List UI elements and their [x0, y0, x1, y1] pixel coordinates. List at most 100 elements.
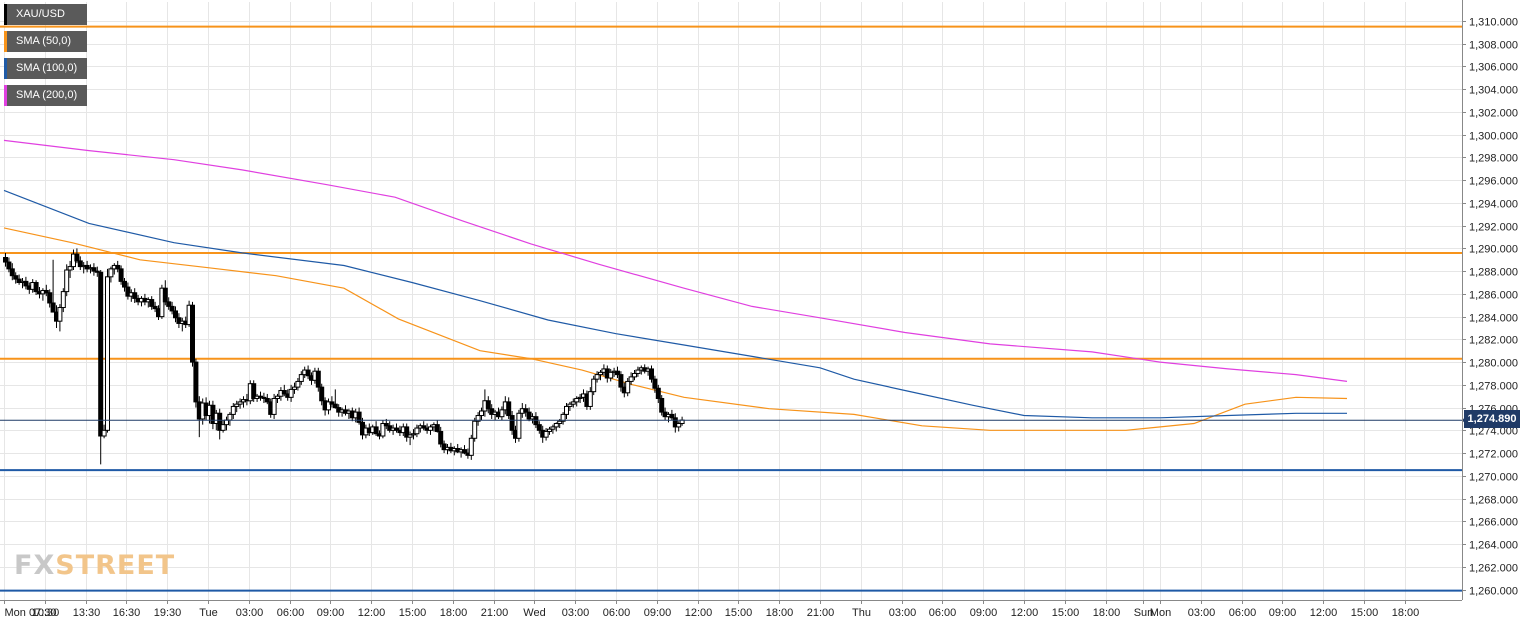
candle-up — [628, 376, 634, 382]
candle-up — [298, 374, 304, 382]
candle-down — [217, 412, 223, 431]
candle-up — [632, 372, 637, 378]
candle-down — [77, 260, 83, 268]
legend-item-sma-200[interactable]: SMA (200,0) — [4, 85, 88, 106]
candle-down — [659, 397, 665, 413]
candle-down — [672, 417, 678, 428]
legend-item-sma-50[interactable]: SMA (50,0) — [4, 31, 88, 52]
y-tick-label: 1,272.000 — [1469, 449, 1518, 461]
x-tick-label: 18:00 — [766, 607, 794, 619]
y-tick-label: 1,282.000 — [1469, 335, 1518, 347]
x-tick-label: 21:00 — [807, 607, 835, 619]
y-tick-label: 1,288.000 — [1469, 267, 1518, 279]
candle-down — [166, 301, 172, 307]
candle-up — [543, 430, 549, 438]
candle-up — [275, 395, 280, 399]
x-tick-label: 12:00 — [1011, 607, 1039, 619]
candle-down — [373, 426, 379, 435]
candle-up — [560, 413, 566, 422]
x-tick-label: 09:00 — [317, 607, 345, 619]
y-tick-label: 1,268.000 — [1469, 495, 1518, 507]
legend: XAU/USD SMA (50,0) SMA (100,0) SMA (200,… — [4, 4, 88, 106]
candle-down — [13, 275, 19, 280]
candle-up — [234, 403, 240, 407]
x-tick-label: Sun — [1134, 607, 1154, 619]
candle-down — [258, 395, 263, 398]
x-tick-label: 03:00 — [889, 607, 917, 619]
y-tick-label: 1,304.000 — [1469, 85, 1518, 97]
candle-up — [230, 405, 236, 415]
candle-down — [315, 370, 321, 388]
x-tick-label: 16:30 — [113, 607, 141, 619]
candle-down — [618, 374, 624, 388]
candle-up — [64, 269, 70, 293]
candle-down — [149, 299, 155, 307]
y-tick-label: 1,286.000 — [1469, 290, 1518, 302]
candle-down — [319, 386, 325, 402]
y-tick-label: 1,310.000 — [1469, 17, 1518, 29]
candle-up — [676, 422, 682, 428]
legend-item-sma-100[interactable]: SMA (100,0) — [4, 58, 88, 79]
candle-down — [404, 426, 410, 438]
candle-down — [434, 424, 440, 432]
candle-up — [292, 386, 297, 390]
candle-down — [509, 415, 515, 431]
legend-item-xauusd[interactable]: XAU/USD — [4, 4, 88, 25]
y-tick-label: 1,278.000 — [1469, 381, 1518, 393]
candle-down — [655, 387, 661, 399]
candle-down — [305, 369, 311, 377]
candle-up — [271, 397, 277, 415]
candle-up — [101, 429, 107, 437]
x-tick-label: 15:00 — [725, 607, 753, 619]
candle-down — [91, 267, 97, 272]
candle-up — [220, 424, 226, 431]
candle-down — [9, 268, 15, 277]
candle-up — [550, 426, 556, 430]
legend-label: XAU/USD — [16, 8, 65, 20]
candle-down — [652, 378, 658, 389]
candle-down — [669, 413, 675, 419]
candle-down — [190, 304, 195, 363]
x-tick-label: 10:30 — [32, 607, 60, 619]
legend-label: SMA (50,0) — [16, 35, 72, 47]
candle-up — [594, 374, 600, 380]
candle-up — [105, 276, 110, 431]
candle-down — [118, 268, 124, 282]
candle-up — [557, 420, 563, 424]
candle-up — [577, 396, 583, 399]
candle-up — [407, 434, 413, 438]
x-tick-label: Thu — [852, 607, 871, 619]
candle-down — [33, 282, 39, 293]
x-tick-label: 15:00 — [1351, 607, 1379, 619]
x-tick-label: 12:00 — [358, 607, 386, 619]
candle-down — [394, 427, 399, 431]
y-tick-label: 1,280.000 — [1469, 358, 1518, 370]
last-price-tag: 1,274.890 — [1464, 410, 1520, 428]
candle-down — [132, 292, 138, 299]
y-tick-label: 1,300.000 — [1469, 131, 1518, 143]
legend-swatch — [4, 58, 7, 79]
candle-down — [16, 278, 22, 284]
x-tick-label: 15:00 — [399, 607, 427, 619]
sma-line — [3, 189, 1347, 419]
candle-up — [326, 401, 331, 411]
candle-down — [506, 401, 512, 417]
x-tick-label: 06:00 — [1229, 607, 1257, 619]
candle-up — [227, 413, 233, 421]
legend-swatch — [4, 4, 7, 25]
x-tick-label: 09:00 — [1269, 607, 1297, 619]
x-tick-label: 03:00 — [236, 607, 264, 619]
y-tick-label: 1,260.000 — [1469, 586, 1518, 598]
x-tick-label: 03:00 — [562, 607, 590, 619]
candle-up — [159, 287, 165, 318]
x-tick-label: Mon 07:30 — [5, 607, 57, 619]
candle-down — [115, 264, 121, 270]
candle-up — [411, 433, 416, 436]
candle-down — [152, 305, 158, 310]
sma-line — [3, 139, 1348, 382]
legend-label: SMA (200,0) — [16, 89, 78, 101]
candle-down — [438, 430, 444, 445]
candle-up — [295, 380, 301, 388]
x-tick-label: 18:00 — [440, 607, 468, 619]
